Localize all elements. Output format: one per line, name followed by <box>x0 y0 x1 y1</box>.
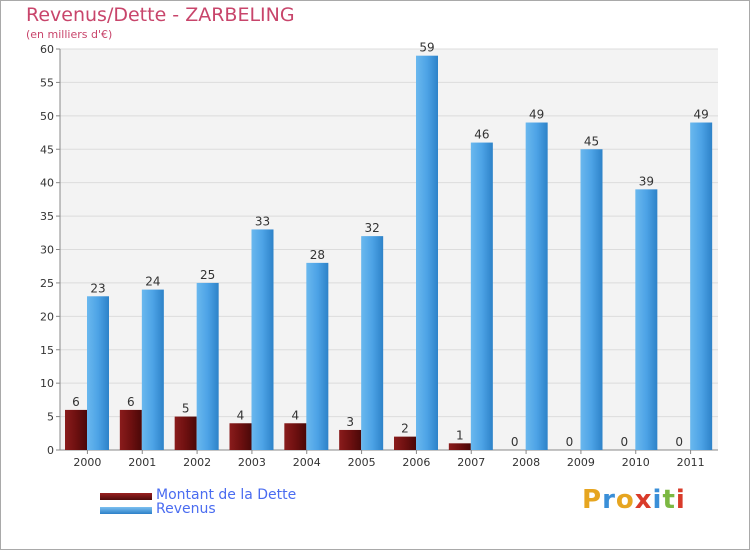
y-tick-label: 10 <box>40 377 54 390</box>
y-tick-label: 40 <box>40 177 54 190</box>
legend-swatch-dette <box>100 493 152 500</box>
y-tick-label: 25 <box>40 277 54 290</box>
bar-revenus <box>306 262 329 450</box>
x-tick-label: 2007 <box>457 456 485 469</box>
bar-revenus <box>361 236 384 450</box>
x-tick-label: 2010 <box>622 456 650 469</box>
bar-dette <box>448 443 471 450</box>
logo-letter: t <box>662 485 676 515</box>
data-label: 49 <box>694 108 709 122</box>
data-label: 4 <box>237 408 245 422</box>
data-label: 6 <box>127 395 135 409</box>
logo-letter: o <box>615 485 635 515</box>
data-label: 59 <box>419 41 434 55</box>
bar-revenus <box>87 296 109 450</box>
x-tick-label: 2011 <box>677 456 705 469</box>
data-label: 5 <box>182 402 190 416</box>
chart-title: Revenus/Dette - ZARBELING <box>26 4 295 26</box>
x-tick-label: 2002 <box>183 456 211 469</box>
y-tick-label: 30 <box>40 244 54 257</box>
x-tick-label: 2004 <box>293 456 321 469</box>
data-label: 1 <box>456 428 464 442</box>
data-label: 4 <box>292 408 300 422</box>
bar-dette <box>65 409 87 450</box>
y-tick-label: 20 <box>40 310 54 323</box>
data-label: 32 <box>365 221 380 235</box>
bar-revenus <box>470 142 493 451</box>
logo-letter: r <box>602 485 616 515</box>
bar-revenus <box>580 149 603 450</box>
y-tick-label: 35 <box>40 210 54 223</box>
data-label: 0 <box>621 435 629 449</box>
y-tick-label: 15 <box>40 344 54 357</box>
logo-letter: i <box>652 485 663 515</box>
logo-letter: x <box>634 485 653 515</box>
data-label: 28 <box>310 248 325 262</box>
bar-revenus <box>690 122 713 451</box>
data-label: 33 <box>255 214 270 228</box>
bar-revenus <box>251 229 274 450</box>
bar-dette <box>339 429 362 450</box>
data-label: 6 <box>72 395 80 409</box>
x-tick-label: 2009 <box>567 456 595 469</box>
proxiti-logo: Proxiti <box>582 485 686 515</box>
data-label: 0 <box>511 435 519 449</box>
legend-label-dette: Montant de la Dette <box>156 487 297 503</box>
bar-revenus <box>416 55 438 450</box>
legend-swatch-revenus <box>100 507 152 514</box>
x-tick-label: 2001 <box>128 456 156 469</box>
legend-label-revenus: Revenus <box>156 501 216 517</box>
data-label: 49 <box>529 108 544 122</box>
data-label: 3 <box>346 415 354 429</box>
y-tick-label: 50 <box>40 110 54 123</box>
data-label: 0 <box>566 435 574 449</box>
chart-subtitle: (en milliers d'€) <box>26 28 113 41</box>
data-label: 2 <box>401 422 409 436</box>
bar-dette <box>284 423 307 450</box>
data-label: 39 <box>639 174 654 188</box>
bar-revenus <box>141 289 164 450</box>
data-label: 23 <box>90 281 105 295</box>
data-label: 0 <box>675 435 683 449</box>
x-tick-label: 2008 <box>512 456 540 469</box>
x-tick-label: 2005 <box>348 456 376 469</box>
bar-dette <box>174 416 197 450</box>
x-tick-label: 2000 <box>73 456 101 469</box>
y-tick-label: 5 <box>47 411 54 424</box>
bar-dette <box>119 409 142 450</box>
data-label: 25 <box>200 268 215 282</box>
y-tick-label: 55 <box>40 76 54 89</box>
bar-revenus <box>196 282 219 450</box>
x-tick-label: 2003 <box>238 456 266 469</box>
x-tick-label: 2006 <box>402 456 430 469</box>
y-tick-label: 45 <box>40 143 54 156</box>
logo-letter: P <box>582 485 603 515</box>
bar-revenus <box>525 122 548 451</box>
data-label: 45 <box>584 134 599 148</box>
bar-dette <box>229 423 252 450</box>
bar-dette <box>394 436 416 450</box>
data-label: 46 <box>474 128 489 142</box>
bar-revenus <box>635 189 658 450</box>
data-label: 24 <box>145 275 160 289</box>
y-tick-label: 60 <box>40 43 54 56</box>
logo-letter: i <box>675 485 686 515</box>
y-tick-label: 0 <box>47 444 54 457</box>
